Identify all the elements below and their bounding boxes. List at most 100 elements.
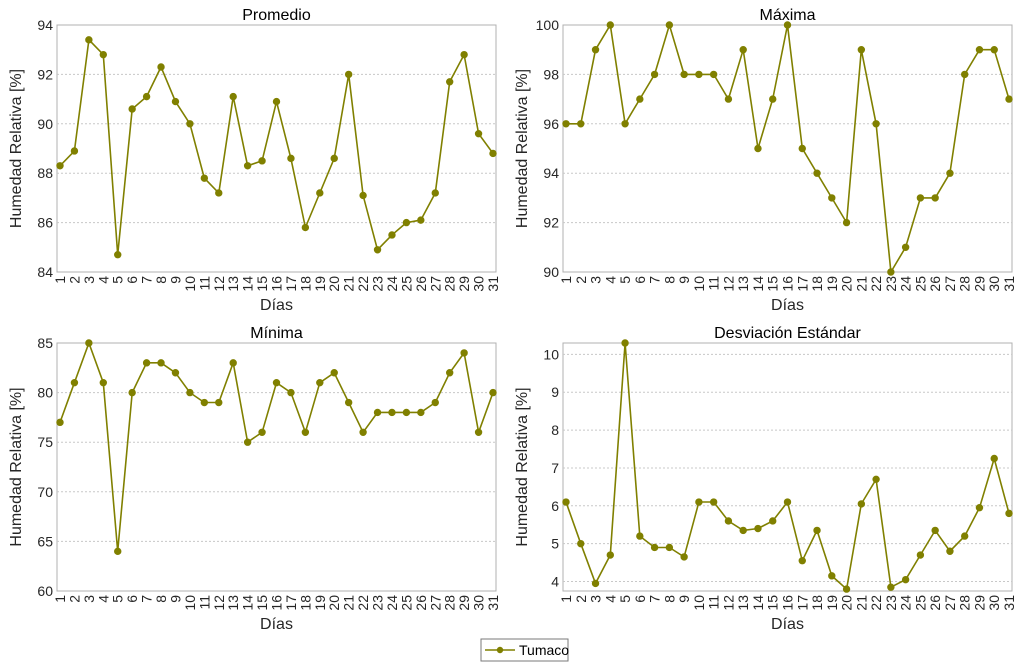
data-point	[650, 543, 659, 552]
data-point	[621, 120, 629, 128]
data-point	[402, 408, 411, 417]
x-tick-label: 22	[355, 595, 371, 611]
x-tick-label: 14	[750, 276, 766, 292]
x-tick-label: 19	[824, 276, 840, 292]
x-tick-label: 13	[735, 595, 751, 611]
x-tick-label: 18	[809, 595, 825, 611]
chart-title: Promedio	[242, 7, 311, 24]
y-tick-label: 80	[37, 385, 53, 401]
plot-area	[56, 24, 497, 273]
x-tick-label: 30	[986, 276, 1002, 292]
plot-area	[562, 24, 1013, 273]
data-point	[402, 218, 411, 227]
data-point	[739, 46, 747, 54]
data-point	[562, 498, 570, 506]
data-point	[56, 162, 64, 170]
data-point	[916, 551, 925, 559]
plot-area	[562, 342, 1013, 592]
data-point	[114, 547, 122, 556]
data-point	[128, 105, 136, 113]
x-tick-label: 10	[691, 276, 707, 292]
chart-title: Mínima	[250, 325, 303, 342]
data-point	[301, 428, 310, 436]
data-point	[186, 388, 194, 397]
x-tick-label: 15	[765, 276, 781, 292]
y-tick-label: 92	[37, 66, 53, 82]
data-point	[431, 189, 439, 197]
y-tick-label: 5	[551, 536, 559, 552]
x-tick-label: 25	[398, 276, 414, 292]
y-tick-label: 100	[536, 17, 560, 33]
x-tick-label: 12	[211, 276, 227, 292]
x-tick-label: 7	[647, 595, 663, 603]
x-tick-label: 9	[167, 276, 183, 284]
x-tick-label: 26	[927, 595, 943, 611]
y-tick-label: 98	[543, 66, 559, 82]
x-tick-label: 13	[735, 276, 751, 292]
x-tick-label: 22	[355, 276, 371, 292]
data-point	[344, 70, 353, 79]
data-point	[798, 557, 806, 565]
x-tick-label: 24	[898, 595, 914, 611]
data-point	[591, 579, 600, 588]
x-tick-label: 17	[794, 276, 810, 292]
x-tick-label: 4	[95, 276, 111, 284]
x-tick-label: 23	[370, 276, 386, 292]
data-point	[828, 572, 836, 580]
data-point	[446, 78, 454, 86]
data-point	[373, 408, 382, 417]
data-point	[946, 547, 954, 555]
data-point	[85, 36, 93, 44]
data-point	[417, 216, 425, 224]
legend: Tumaco	[480, 638, 569, 662]
data-point	[724, 517, 733, 525]
x-tick-label: 1	[52, 595, 68, 603]
y-tick-label: 10	[543, 346, 559, 362]
x-tick-label: 28	[957, 595, 973, 611]
x-tick-label: 30	[986, 595, 1002, 611]
data-point	[798, 144, 806, 153]
x-tick-label: 21	[341, 276, 357, 292]
x-tick-label: 4	[95, 595, 111, 603]
data-point	[99, 378, 108, 387]
data-point	[872, 120, 880, 128]
data-point	[680, 70, 688, 79]
data-point	[272, 97, 281, 106]
data-point	[724, 95, 733, 103]
data-point	[301, 223, 310, 232]
data-point	[330, 154, 338, 163]
legend-label: Tumaco	[519, 642, 569, 658]
data-point	[272, 378, 281, 387]
data-point	[70, 147, 79, 155]
x-tick-label: 28	[957, 276, 973, 292]
x-tick-label: 14	[240, 276, 256, 292]
data-point	[316, 378, 324, 387]
data-point	[636, 532, 644, 540]
data-point	[258, 157, 266, 165]
data-point	[828, 194, 836, 202]
x-tick-label: 6	[124, 595, 140, 603]
x-tick-label: 8	[153, 595, 169, 603]
data-point	[916, 194, 925, 202]
y-tick-label: 75	[37, 434, 53, 450]
x-tick-label: 30	[471, 276, 487, 292]
x-tick-label: 22	[868, 595, 884, 611]
x-tick-label: 8	[153, 276, 169, 284]
data-point	[243, 162, 252, 170]
x-tick-label: 21	[341, 595, 357, 611]
data-point	[171, 369, 180, 377]
y-tick-label: 7	[551, 460, 559, 476]
x-tick-label: 2	[573, 276, 589, 284]
x-tick-label: 8	[661, 595, 677, 603]
data-point	[229, 92, 237, 101]
x-tick-label: 15	[254, 276, 270, 292]
x-tick-label: 6	[632, 595, 648, 603]
x-axis-title: Días	[771, 297, 804, 314]
data-point	[606, 21, 614, 29]
x-tick-label: 7	[647, 276, 663, 284]
x-tick-label: 10	[691, 595, 707, 611]
data-point	[887, 583, 895, 591]
x-tick-label: 6	[632, 276, 648, 284]
x-tick-label: 23	[370, 595, 386, 611]
x-tick-label: 9	[676, 276, 692, 284]
